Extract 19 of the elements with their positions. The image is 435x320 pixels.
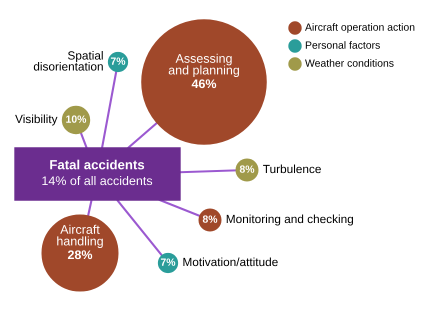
data-label: 28%	[68, 250, 92, 260]
category-label: Aircraft handling	[57, 224, 103, 248]
text: 14% of all accidents	[42, 176, 152, 186]
legend-label: Weather conditions	[305, 59, 394, 67]
category-label: Monitoring and checking	[226, 214, 354, 226]
category-label: Visibility	[15, 114, 58, 126]
data-label: 46%	[192, 79, 216, 88]
data-label: 8%	[240, 165, 254, 173]
category-label: Motivation/attitude	[183, 257, 278, 266]
category-label: Spatial disorientation	[34, 50, 103, 71]
category-label: Turbulence	[263, 164, 321, 174]
data-label: 8%	[202, 215, 218, 223]
text: Fatal accidents	[50, 160, 144, 170]
data-label: 7%	[110, 57, 126, 65]
data-label: 7%	[160, 258, 176, 266]
data-label: 10%	[66, 115, 86, 123]
legend-label: Aircraft operation action	[305, 23, 414, 33]
legend-label: Personal factors	[306, 41, 380, 49]
category-label: Assessing and planning	[168, 54, 239, 77]
